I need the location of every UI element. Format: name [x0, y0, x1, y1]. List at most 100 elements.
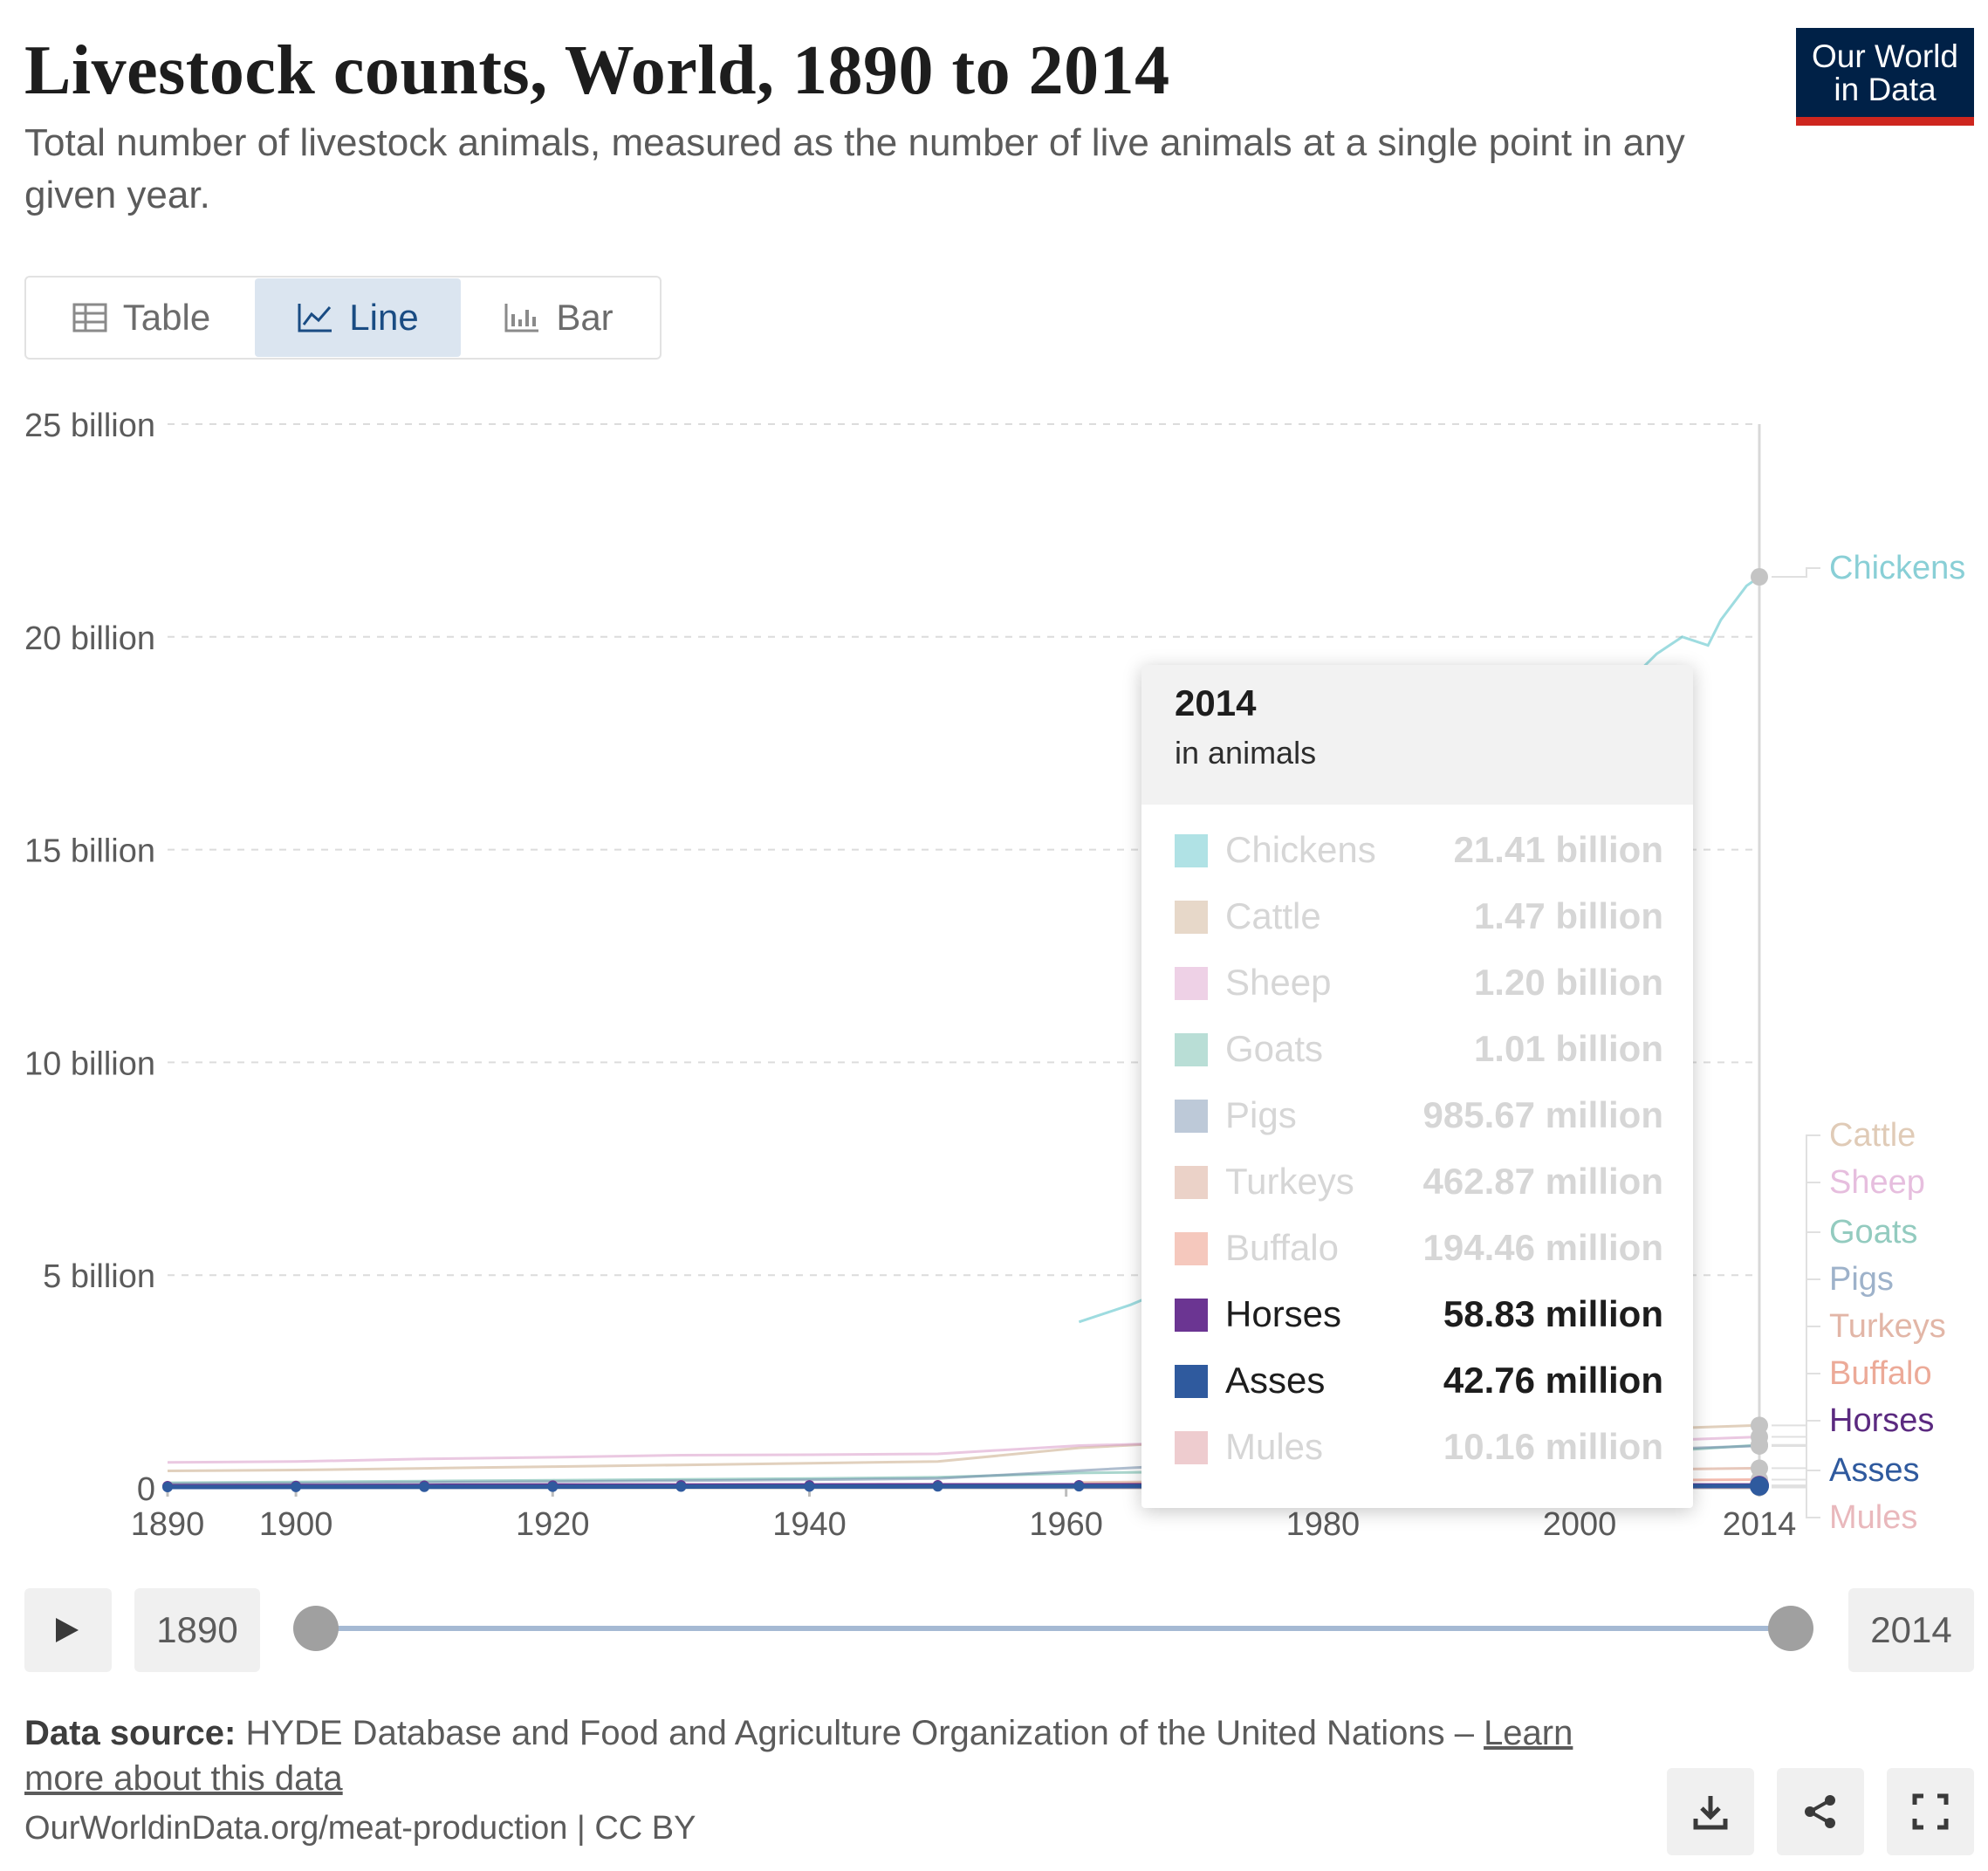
- data-point-asses[interactable]: [162, 1482, 173, 1493]
- data-point-asses[interactable]: [1073, 1481, 1085, 1492]
- tab-line[interactable]: Line: [255, 278, 461, 357]
- play-button[interactable]: [24, 1588, 112, 1672]
- y-tick-label: 10 billion: [24, 1045, 155, 1082]
- end-marker-chickens: [1751, 568, 1768, 586]
- tab-table[interactable]: Table: [28, 278, 255, 357]
- series-end-label[interactable]: Turkeys: [1829, 1308, 1946, 1345]
- legend-swatch: [1175, 1299, 1208, 1332]
- x-tick-label: 1920: [516, 1506, 590, 1543]
- data-point-asses[interactable]: [547, 1481, 559, 1492]
- source-text: HYDE Database and Food and Agriculture O…: [245, 1714, 1474, 1752]
- learn-more-link[interactable]: Learn more about this data: [24, 1714, 1573, 1798]
- data-point-asses[interactable]: [291, 1481, 302, 1492]
- end-marker-pigs: [1751, 1436, 1768, 1455]
- credit-line[interactable]: OurWorldinData.org/meat-production | CC …: [24, 1810, 696, 1847]
- tooltip-row: Horses 58.83 million: [1175, 1290, 1663, 1342]
- tooltip-series-value: 21.41 billion: [1453, 829, 1663, 870]
- series-end-label[interactable]: Asses: [1829, 1452, 1919, 1489]
- end-year-box[interactable]: 2014: [1848, 1588, 1974, 1672]
- table-icon: [72, 303, 107, 332]
- y-tick-label: 0: [137, 1471, 155, 1508]
- x-tick-label: 2014: [1723, 1506, 1797, 1543]
- series-line-chickens[interactable]: [1078, 575, 1760, 1324]
- data-point-asses[interactable]: [804, 1481, 815, 1492]
- legend-swatch: [1175, 834, 1208, 867]
- tooltip-year: 2014: [1175, 682, 1257, 723]
- tooltip-series-value: 58.83 million: [1443, 1293, 1663, 1334]
- series-end-label[interactable]: Buffalo: [1829, 1355, 1932, 1392]
- label-connector: [1772, 1373, 1820, 1481]
- tooltip-series-value: 42.76 million: [1443, 1360, 1663, 1401]
- fullscreen-button[interactable]: [1887, 1768, 1974, 1855]
- series-end-label[interactable]: Cattle: [1829, 1117, 1916, 1154]
- series-end-label[interactable]: Horses: [1829, 1402, 1934, 1439]
- tooltip-row: Cattle 1.47 billion: [1175, 892, 1663, 944]
- start-year-box[interactable]: 1890: [134, 1588, 260, 1672]
- legend-swatch: [1175, 1365, 1208, 1398]
- tooltip-series-value: 462.87 million: [1422, 1161, 1663, 1202]
- label-connector: [1772, 1470, 1820, 1487]
- download-icon: [1693, 1796, 1728, 1830]
- tooltip-series-name: Chickens: [1225, 829, 1376, 870]
- tooltip-series-name: Pigs: [1225, 1094, 1297, 1135]
- tooltip-series-name: Horses: [1225, 1293, 1342, 1334]
- tooltip-series-value: 985.67 million: [1422, 1094, 1663, 1135]
- timeline-track[interactable]: [316, 1626, 1791, 1631]
- series-end-label[interactable]: Goats: [1829, 1214, 1917, 1251]
- timeline-start-handle[interactable]: [293, 1606, 339, 1651]
- chart-type-tabs: Table Line Bar: [24, 276, 662, 360]
- legend-swatch: [1175, 967, 1208, 1000]
- tooltip-series-value: 1.47 billion: [1473, 895, 1663, 936]
- tooltip-row: Goats 1.01 billion: [1175, 1025, 1663, 1077]
- chart-title: Livestock counts, World, 1890 to 2014: [24, 32, 1170, 109]
- download-button[interactable]: [1667, 1768, 1754, 1855]
- timeline-end-handle[interactable]: [1768, 1606, 1813, 1651]
- bar-chart-icon: [504, 304, 539, 332]
- tooltip-unit: in animals: [1175, 735, 1317, 771]
- data-source: Data source: HYDE Database and Food and …: [24, 1710, 1613, 1801]
- label-connector: [1772, 1420, 1820, 1487]
- tooltip-row: Asses 42.76 million: [1175, 1356, 1663, 1408]
- tooltip-series-name: Goats: [1225, 1028, 1324, 1069]
- legend-swatch: [1175, 901, 1208, 934]
- series-end-label[interactable]: Sheep: [1829, 1164, 1925, 1201]
- x-tick-label: 1900: [259, 1506, 333, 1543]
- tooltip-row: Mules 10.16 million: [1175, 1422, 1663, 1475]
- hover-tooltip: 2014 in animals Chickens 21.41 billion Cat…: [1141, 665, 1693, 1508]
- tooltip-row: Pigs 985.67 million: [1175, 1091, 1663, 1143]
- end-marker-asses: [1750, 1476, 1769, 1496]
- tooltip-series-value: 10.16 million: [1443, 1426, 1663, 1467]
- series-end-label[interactable]: Mules: [1829, 1499, 1917, 1536]
- tab-bar[interactable]: Bar: [461, 278, 656, 357]
- legend-swatch: [1175, 1100, 1208, 1133]
- series-end-label[interactable]: Pigs: [1829, 1261, 1894, 1298]
- series-end-label[interactable]: Chickens: [1829, 550, 1965, 586]
- x-tick-label: 1940: [772, 1506, 847, 1543]
- legend-swatch: [1175, 1232, 1208, 1265]
- data-point-asses[interactable]: [419, 1481, 430, 1492]
- label-connector: [1772, 1486, 1820, 1518]
- tab-bar-label: Bar: [556, 297, 614, 338]
- data-point-asses[interactable]: [675, 1481, 687, 1492]
- tooltip-series-name: Asses: [1225, 1360, 1326, 1401]
- owid-logo[interactable]: Our World in Data: [1796, 28, 1974, 126]
- label-connector: [1772, 1182, 1820, 1438]
- tooltip-series-value: 194.46 million: [1422, 1227, 1663, 1268]
- tab-table-label: Table: [122, 297, 211, 338]
- data-point-asses[interactable]: [932, 1481, 943, 1492]
- tooltip-series-name: Mules: [1225, 1426, 1324, 1467]
- tooltip-series-name: Sheep: [1225, 962, 1332, 1003]
- legend-swatch: [1175, 1166, 1208, 1199]
- legend-swatch: [1175, 1431, 1208, 1464]
- x-tick-label: 1980: [1286, 1506, 1361, 1543]
- share-button[interactable]: [1777, 1768, 1864, 1855]
- logo-line-1: Our World: [1812, 38, 1958, 74]
- y-tick-label: 25 billion: [24, 408, 155, 444]
- source-label: Data source:: [24, 1714, 237, 1752]
- y-tick-label: 5 billion: [43, 1258, 155, 1295]
- logo-line-2: in Data: [1834, 72, 1937, 107]
- label-connector: [1772, 1326, 1820, 1470]
- play-icon: [56, 1618, 79, 1642]
- tooltip-row: Turkeys 462.87 million: [1175, 1157, 1663, 1210]
- fullscreen-icon: [1912, 1793, 1949, 1830]
